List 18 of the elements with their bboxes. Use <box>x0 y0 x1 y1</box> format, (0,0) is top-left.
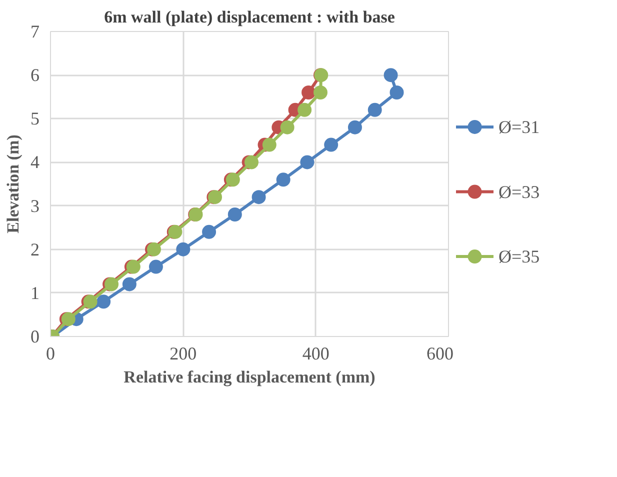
legend-label: Ø=35 <box>498 246 540 267</box>
x-axis-title: Relative facing displacement (mm) <box>124 368 376 386</box>
y-tick-label: 1 <box>30 282 40 303</box>
x-tick-label: 600 <box>426 344 454 364</box>
chart-title: 6m wall (plate) displacement : with base <box>104 8 396 26</box>
y-tick-label: 4 <box>30 152 40 172</box>
y-tick-label: 0 <box>30 326 40 346</box>
y-tick-label: 7 <box>30 22 40 42</box>
y-tick-label: 6 <box>30 65 40 86</box>
y-axis-title: Elevation (m) <box>4 134 22 234</box>
x-tick-label: 400 <box>302 344 330 364</box>
x-tick-label: 200 <box>170 344 197 364</box>
y-tick-label: 3 <box>30 196 40 216</box>
y-tick-label: 5 <box>30 108 40 129</box>
legend-label: Ø=31 <box>498 116 540 137</box>
x-tick-label: 0 <box>46 344 55 364</box>
y-tick-label: 2 <box>30 239 40 260</box>
legend-label: Ø=33 <box>498 182 540 202</box>
